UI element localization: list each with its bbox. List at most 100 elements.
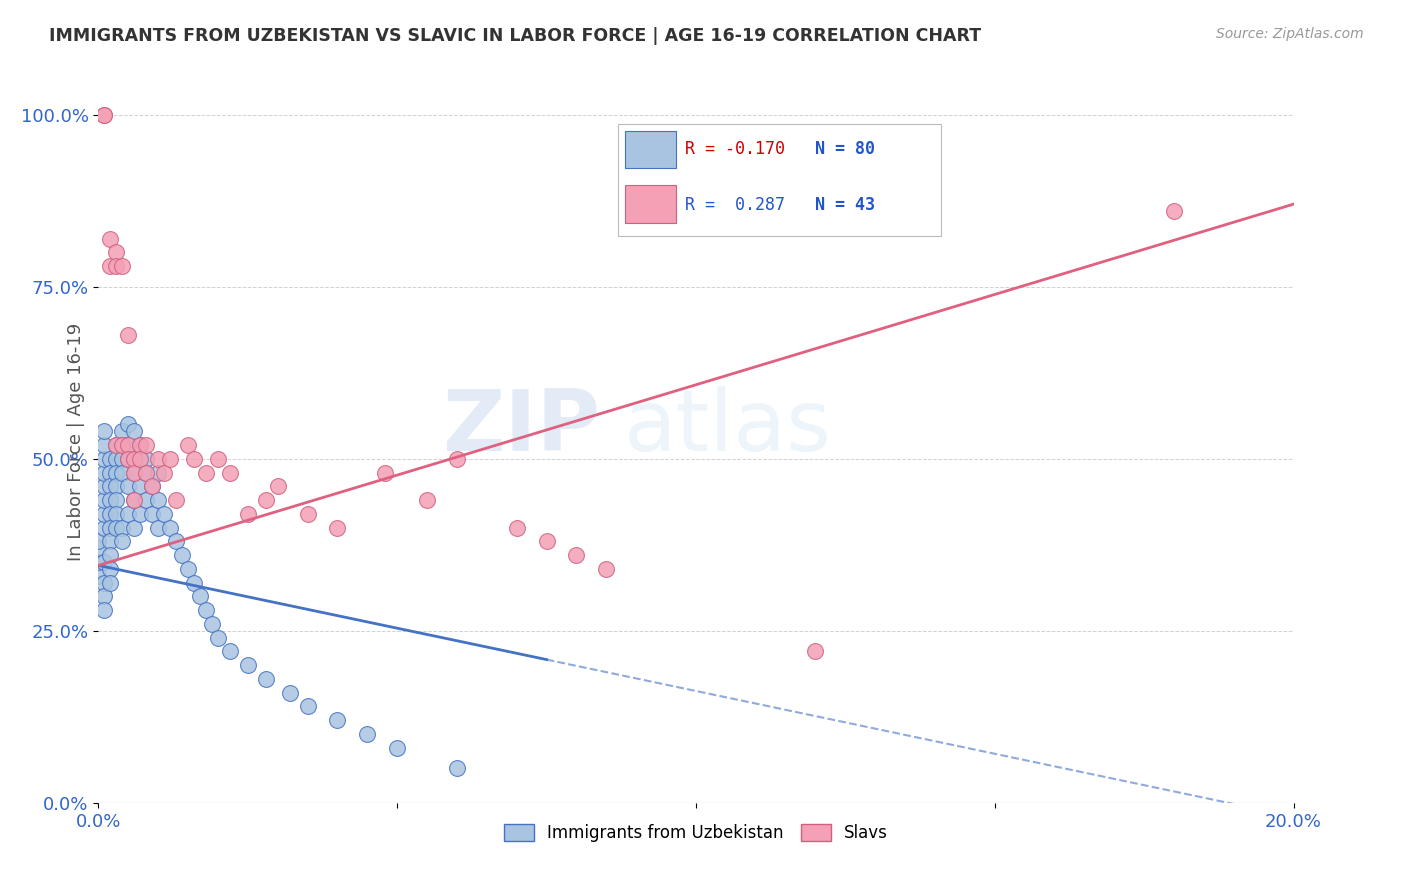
Point [117,327,139,342]
Point [356,727,378,741]
Point [111,466,134,480]
Point [297,699,319,714]
Point [117,438,139,452]
Point [93,603,115,617]
Point [98,562,122,576]
Point [219,644,242,658]
Point [98,231,122,245]
Point [183,451,205,466]
Point [254,672,277,686]
Point [98,466,122,480]
Point [93,451,115,466]
Point [105,438,128,452]
Point [236,658,259,673]
Point [446,451,468,466]
Point [105,451,128,466]
Point [98,548,122,562]
Point [87,534,110,549]
Point [1163,204,1185,219]
Point [93,555,115,569]
Point [105,259,128,273]
Point [129,507,152,521]
Point [177,438,200,452]
Point [117,479,139,493]
Point [93,590,115,604]
Point [159,451,181,466]
Point [326,713,349,727]
Point [148,520,170,534]
Point [93,424,115,438]
Point [98,575,122,590]
Point [124,493,146,508]
Point [129,479,152,493]
Point [159,520,181,534]
Y-axis label: In Labor Force | Age 16-19: In Labor Force | Age 16-19 [66,322,84,561]
Point [87,541,110,556]
Point [141,507,163,521]
Point [446,761,468,775]
Point [416,493,439,508]
Point [98,493,122,508]
Point [207,451,229,466]
Point [124,451,146,466]
Point [117,451,139,466]
Point [124,493,146,508]
Point [129,438,152,452]
Point [117,417,139,432]
Text: R = -0.170: R = -0.170 [685,140,785,158]
Point [87,555,110,569]
Text: N = 80: N = 80 [815,140,876,158]
FancyBboxPatch shape [626,131,676,169]
Text: N = 43: N = 43 [815,195,876,213]
Point [374,466,396,480]
Point [148,493,170,508]
Point [111,424,134,438]
Point [148,466,170,480]
Point [124,466,146,480]
Point [93,520,115,534]
Point [117,451,139,466]
Point [165,493,187,508]
Point [111,438,134,452]
Point [93,575,115,590]
Point [98,259,122,273]
Point [135,466,157,480]
Point [219,466,242,480]
Point [129,451,152,466]
Point [105,507,128,521]
Point [177,562,200,576]
Point [129,438,152,452]
Point [105,520,128,534]
Point [111,451,134,466]
Point [195,603,218,617]
Point [326,520,349,534]
Point [135,451,157,466]
Point [93,493,115,508]
Point [188,590,211,604]
Point [236,507,259,521]
Point [98,520,122,534]
Text: ZIP: ZIP [443,385,600,468]
Point [135,493,157,508]
FancyBboxPatch shape [626,185,676,223]
Point [172,548,194,562]
Text: IMMIGRANTS FROM UZBEKISTAN VS SLAVIC IN LABOR FORCE | AGE 16-19 CORRELATION CHAR: IMMIGRANTS FROM UZBEKISTAN VS SLAVIC IN … [49,27,981,45]
Point [141,479,163,493]
Point [105,466,128,480]
Point [98,479,122,493]
Point [565,548,588,562]
Point [254,493,277,508]
Point [105,438,128,452]
Point [111,259,134,273]
Point [117,438,139,452]
Point [117,507,139,521]
Point [536,534,558,549]
Point [195,466,218,480]
Point [105,245,128,260]
Point [141,479,163,493]
Point [93,479,115,493]
FancyBboxPatch shape [619,124,941,235]
Point [105,479,128,493]
Point [111,438,134,452]
Point [124,520,146,534]
